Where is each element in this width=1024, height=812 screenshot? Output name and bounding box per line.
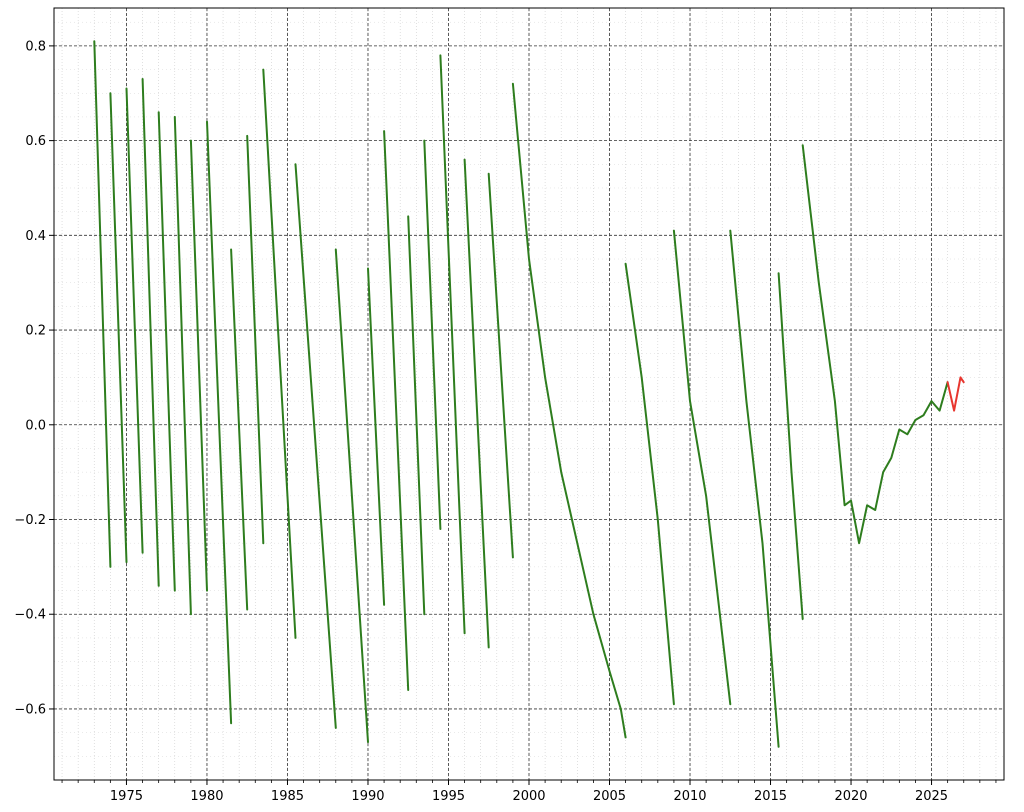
x-tick-label: 2000 (512, 789, 545, 804)
series-line-23 (672, 229, 732, 706)
series-line-8 (206, 120, 233, 725)
series-line-9 (230, 248, 249, 611)
series-line-20 (487, 172, 514, 559)
series-line-14 (367, 267, 386, 606)
y-tick-label: 0.4 (25, 229, 46, 244)
series-line-24 (729, 229, 780, 748)
series-line-4 (141, 78, 160, 587)
y-tick-label: 0.8 (25, 39, 46, 54)
series-line-17 (423, 139, 442, 530)
series-line-2 (109, 92, 128, 564)
x-tick-label: 1995 (432, 789, 465, 804)
y-tick-label: 0.0 (25, 418, 46, 433)
y-tick-label: −0.6 (14, 702, 46, 717)
series-group (93, 40, 965, 748)
series-line-15 (383, 130, 410, 691)
grid (54, 8, 1004, 781)
x-tick-label: 1985 (271, 789, 304, 804)
y-tick-label: 0.2 (25, 324, 46, 339)
x-tick-label: 2015 (754, 789, 787, 804)
series-line-1 (93, 40, 112, 568)
x-tick-label: 2025 (915, 789, 948, 804)
series-line-11 (262, 68, 297, 639)
series-line-3 (125, 87, 144, 554)
x-axis: 1975 1980 1985 1990 1995 2000 2005 2010 2015 2020… (61, 780, 997, 804)
y-tick-label: −0.4 (14, 608, 46, 623)
y-axis: −0.6 −0.4 −0.2 0.0 0.2 0.4 0.6 0.8 (14, 39, 54, 717)
series-line-5 (157, 111, 176, 592)
y-tick-label: 0.6 (25, 134, 46, 149)
x-tick-label: 2010 (673, 789, 706, 804)
series-line-25 (777, 272, 804, 620)
series-line-12 (294, 163, 337, 729)
x-tick-label: 2020 (834, 789, 867, 804)
series-line-21 (511, 82, 627, 739)
series-line-18 (439, 54, 466, 635)
series-line-26 (801, 144, 949, 545)
x-tick-label: 1975 (110, 789, 143, 804)
series-line-19 (463, 158, 490, 649)
series-line-10 (246, 134, 265, 545)
x-tick-label: 1990 (351, 789, 384, 804)
series-line-13 (334, 248, 369, 744)
x-tick-label: 2005 (593, 789, 626, 804)
series-line-16 (407, 215, 426, 616)
series-line-6 (173, 115, 192, 616)
y-tick-label: −0.2 (14, 513, 46, 528)
series-line-22 (624, 262, 675, 706)
x-tick-label: 1980 (190, 789, 223, 804)
series-line-7 (189, 139, 208, 592)
series-line-27 (946, 376, 965, 412)
